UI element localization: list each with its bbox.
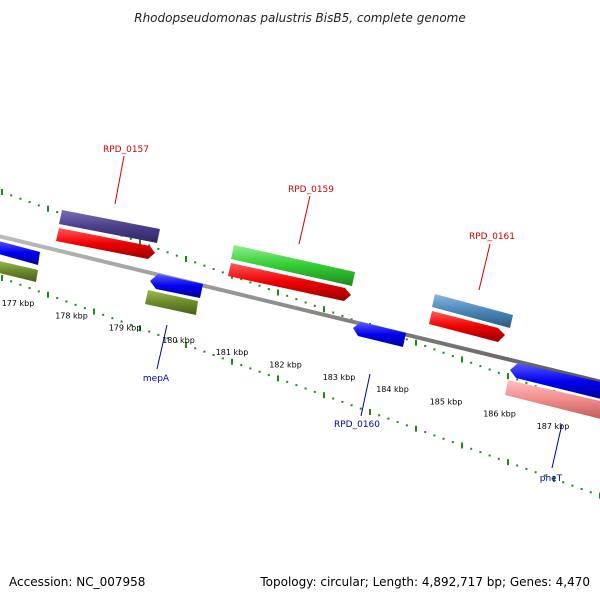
inner-ruler bbox=[1, 275, 600, 499]
accession-text: Accession: NC_007958 bbox=[9, 575, 145, 589]
gene-label-rpd0157[interactable]: RPD_0157 bbox=[103, 145, 149, 155]
cog-feature-steelblue[interactable] bbox=[432, 294, 513, 328]
leader-mepA bbox=[156, 324, 168, 370]
cog-feature-green[interactable] bbox=[231, 245, 355, 286]
genome-summary-text: Topology: circular; Length: 4,892,717 bp… bbox=[259, 575, 590, 589]
genome-backbone bbox=[0, 234, 600, 384]
cds-feature-pheT[interactable] bbox=[510, 363, 600, 400]
gene-label-rpd0159[interactable]: RPD_0159 bbox=[288, 185, 334, 195]
leader-rpd0159 bbox=[298, 195, 311, 245]
scale-label: 178 kbp bbox=[55, 311, 88, 320]
scale-label: 180 kbp bbox=[162, 336, 195, 345]
scale-label: 183 kbp bbox=[323, 373, 356, 382]
gene-label-mepA[interactable]: mepA bbox=[143, 374, 170, 384]
cog-feature-pink[interactable] bbox=[505, 380, 600, 420]
scale-label: 182 kbp bbox=[269, 361, 302, 370]
cog-feature-purple[interactable] bbox=[59, 210, 160, 243]
cds-feature-rpd0160[interactable] bbox=[353, 322, 406, 347]
cds-feature-rpd0157[interactable] bbox=[56, 228, 155, 259]
leader-rpd0161 bbox=[478, 243, 491, 291]
cds-feature-left-blue[interactable] bbox=[0, 240, 40, 265]
map-title: Rhodopseudomonas palustris BisB5, comple… bbox=[134, 11, 466, 25]
cog-feature-olive[interactable] bbox=[145, 290, 198, 315]
leader-rpd0157 bbox=[114, 155, 125, 205]
cog-feature-left-olive[interactable] bbox=[0, 260, 38, 282]
leader-rpd0160 bbox=[360, 373, 371, 417]
scale-labels: 177 kbp 178 kbp 179 kbp 180 kbp 181 kbp 182 k… bbox=[2, 299, 570, 431]
leader-pheT bbox=[551, 423, 563, 469]
gene-label-pheT[interactable]: pheT bbox=[540, 474, 563, 484]
scale-label: 184 kbp bbox=[376, 385, 409, 394]
genome-track bbox=[0, 189, 600, 499]
cds-feature-rpd0161[interactable] bbox=[429, 311, 505, 342]
scale-label: 181 kbp bbox=[216, 348, 249, 357]
cds-feature-rpd0159[interactable] bbox=[228, 263, 351, 301]
scale-label: 187 kbp bbox=[537, 422, 570, 431]
scale-label: 179 kbp bbox=[109, 324, 142, 333]
gene-label-rpd0161[interactable]: RPD_0161 bbox=[469, 232, 515, 242]
scale-label: 185 kbp bbox=[430, 397, 463, 406]
cds-feature-mepA[interactable] bbox=[150, 274, 203, 298]
scale-label: 177 kbp bbox=[2, 299, 35, 308]
scale-label: 186 kbp bbox=[483, 410, 516, 419]
gene-label-rpd0160[interactable]: RPD_0160 bbox=[334, 420, 380, 430]
